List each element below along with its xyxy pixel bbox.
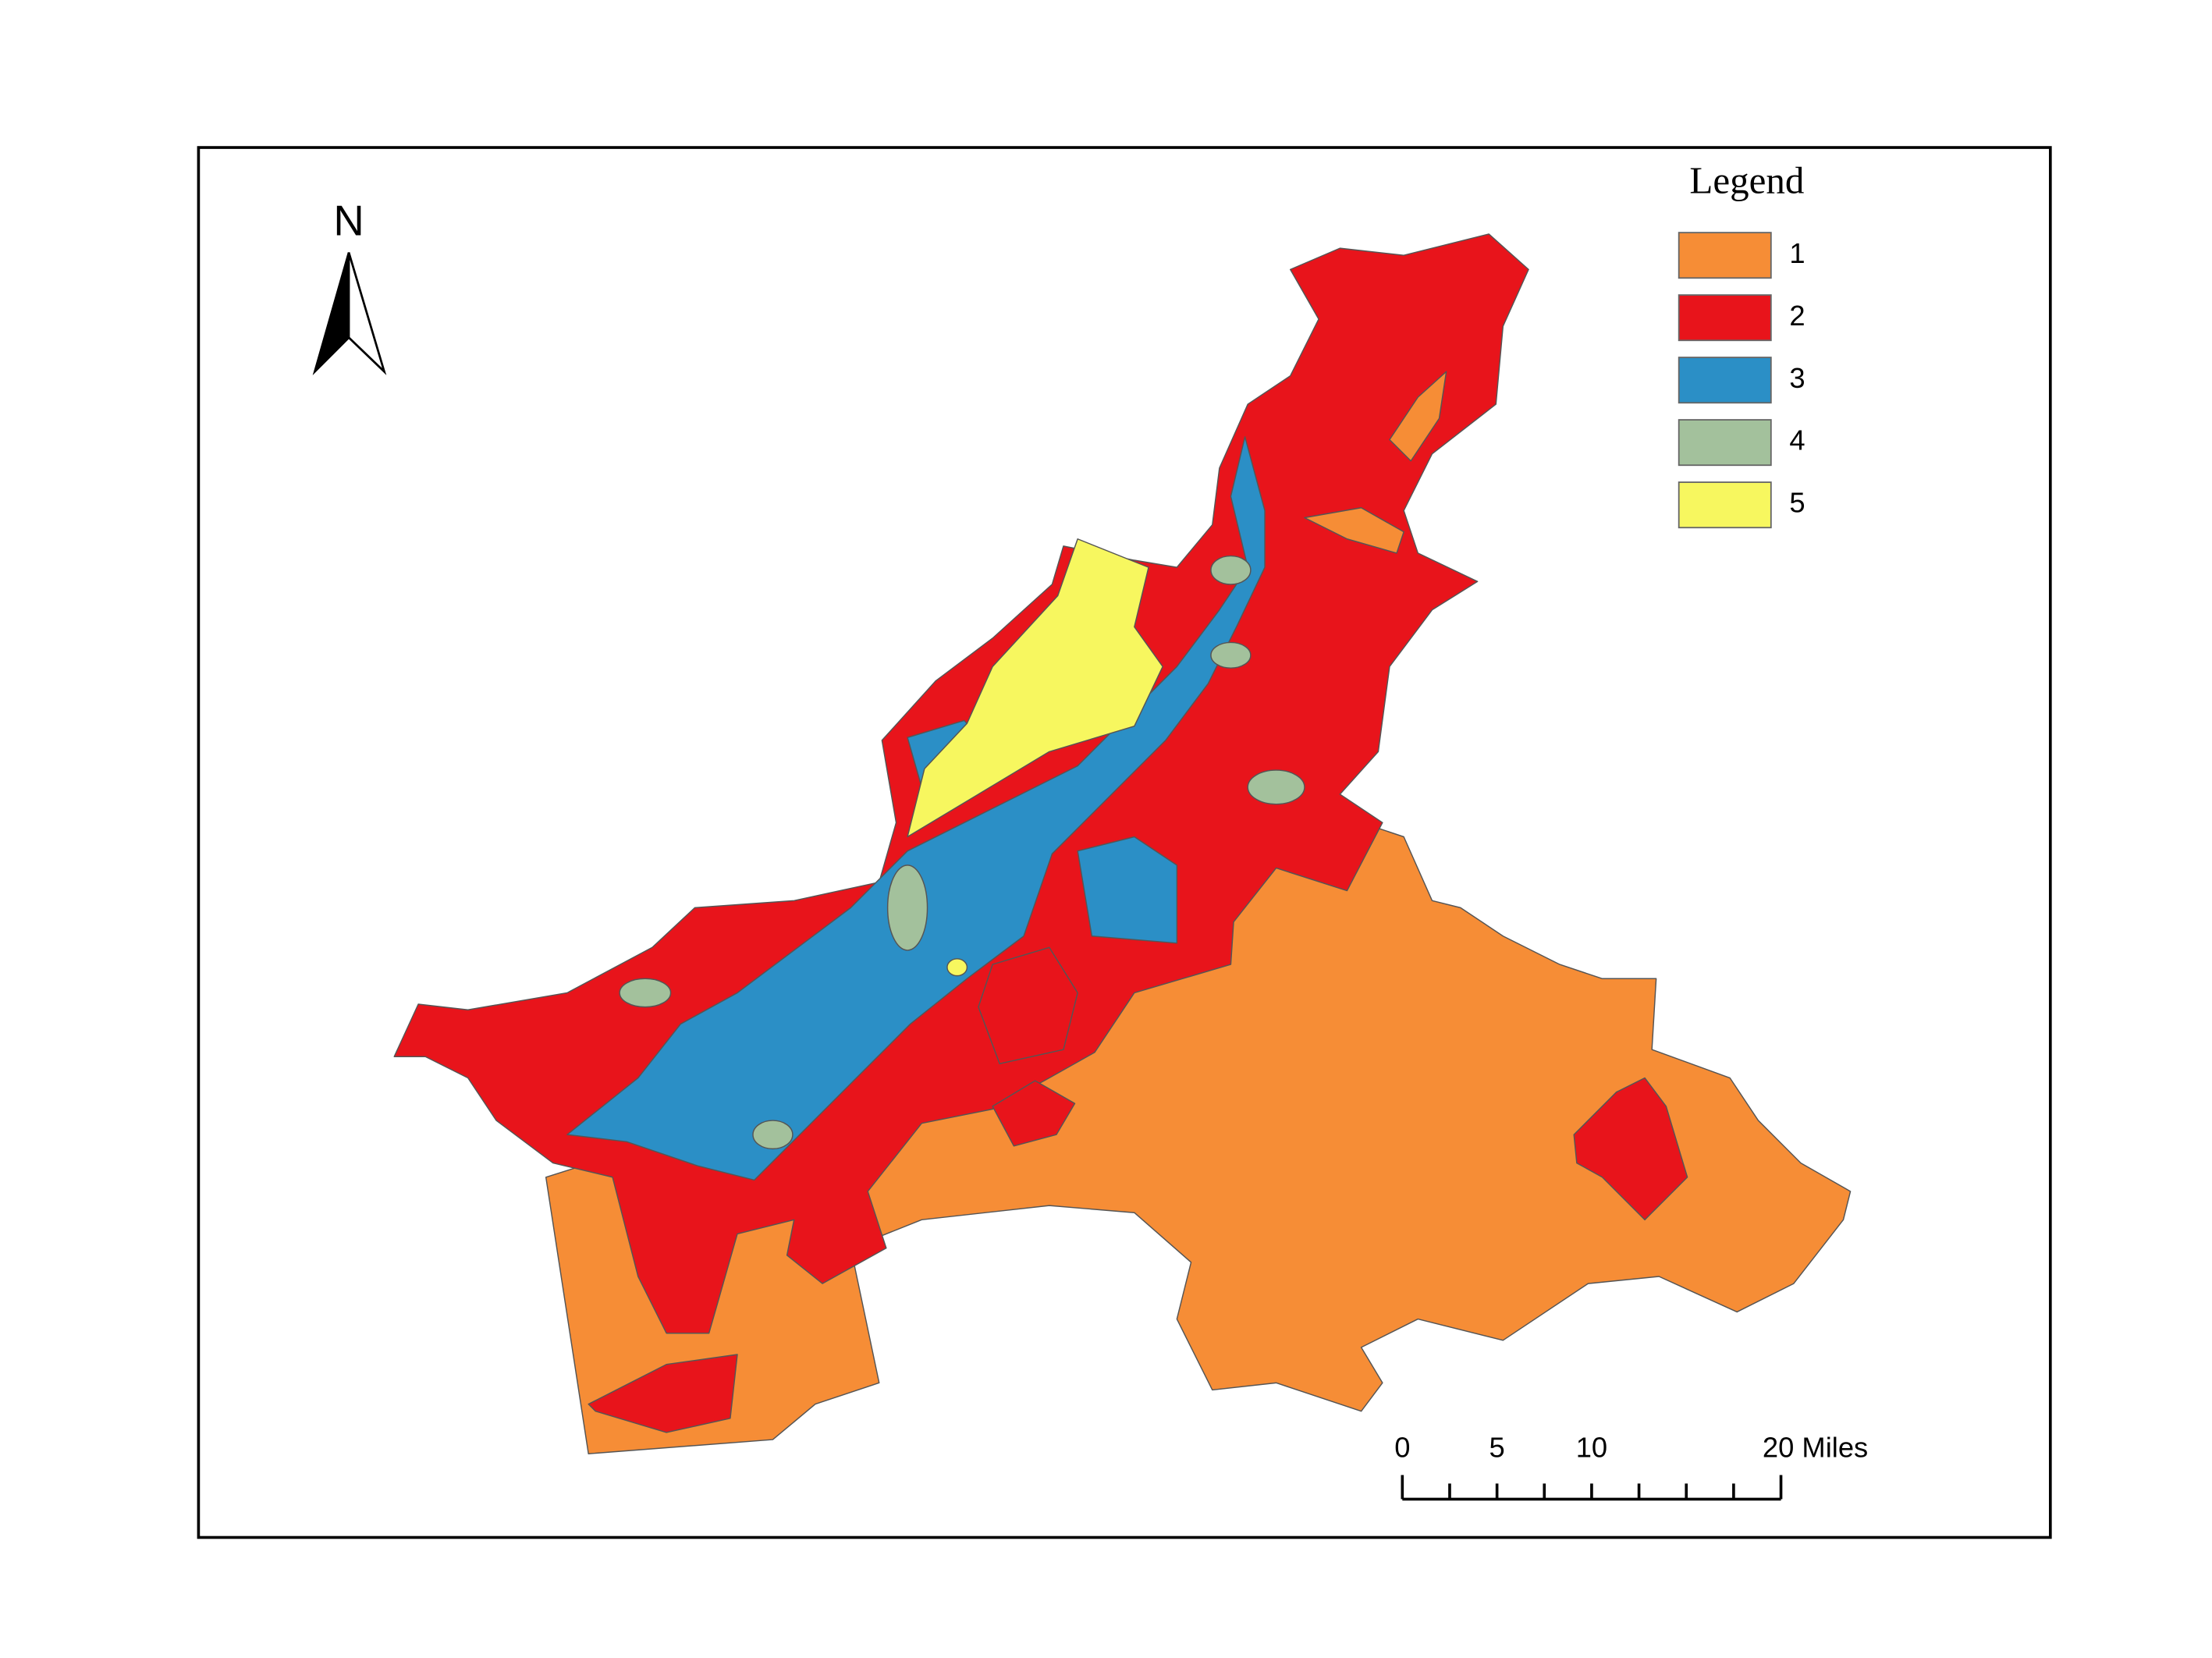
scale-label: 5	[1489, 1431, 1505, 1463]
zone-4-area	[752, 1120, 794, 1150]
scale-label: 0	[1394, 1431, 1410, 1463]
zone-5-area	[907, 538, 1163, 838]
zone-2-area	[1573, 1077, 1688, 1221]
north-arrow: N	[312, 197, 387, 375]
zone-4-area	[1210, 555, 1252, 585]
legend-label: 5	[1789, 487, 1805, 519]
zone-1-area	[1389, 371, 1447, 462]
legend-label: 1	[1789, 237, 1805, 269]
legend-swatch	[1678, 232, 1772, 279]
legend-swatch	[1678, 419, 1772, 467]
scale-label: 20 Miles	[1763, 1431, 1868, 1463]
zone-4-area	[886, 865, 928, 951]
zone-2-area	[588, 1354, 738, 1433]
zone-4-area	[1247, 769, 1305, 805]
north-arrow-right	[347, 252, 387, 375]
legend-label: 3	[1789, 362, 1805, 394]
legend-swatch	[1678, 294, 1772, 342]
legend-title: Legend	[1689, 159, 1804, 202]
map-zones	[393, 233, 1852, 1454]
legend-label: 2	[1789, 300, 1805, 332]
zone-4-area	[619, 978, 672, 1008]
zone-2-area	[978, 946, 1078, 1065]
zone-4-area	[1210, 641, 1252, 669]
zone-5-area	[946, 958, 968, 977]
scale-bar: 0 5 10 20 Miles	[1394, 1431, 1868, 1501]
legend-label: 4	[1789, 424, 1805, 456]
scale-label: 10	[1576, 1431, 1607, 1463]
zone-3-area	[1077, 836, 1178, 944]
zone-2-area	[992, 1080, 1076, 1147]
zone-1-area	[1304, 507, 1404, 554]
legend-swatch	[1678, 481, 1772, 529]
legend: Legend 1 2 3 4 5	[1678, 159, 1805, 529]
north-label: N	[333, 197, 364, 245]
legend-swatch	[1678, 357, 1772, 404]
zone-3-area	[566, 436, 1266, 1181]
